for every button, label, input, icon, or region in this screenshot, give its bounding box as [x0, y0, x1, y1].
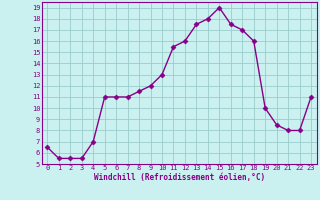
X-axis label: Windchill (Refroidissement éolien,°C): Windchill (Refroidissement éolien,°C)	[94, 173, 265, 182]
